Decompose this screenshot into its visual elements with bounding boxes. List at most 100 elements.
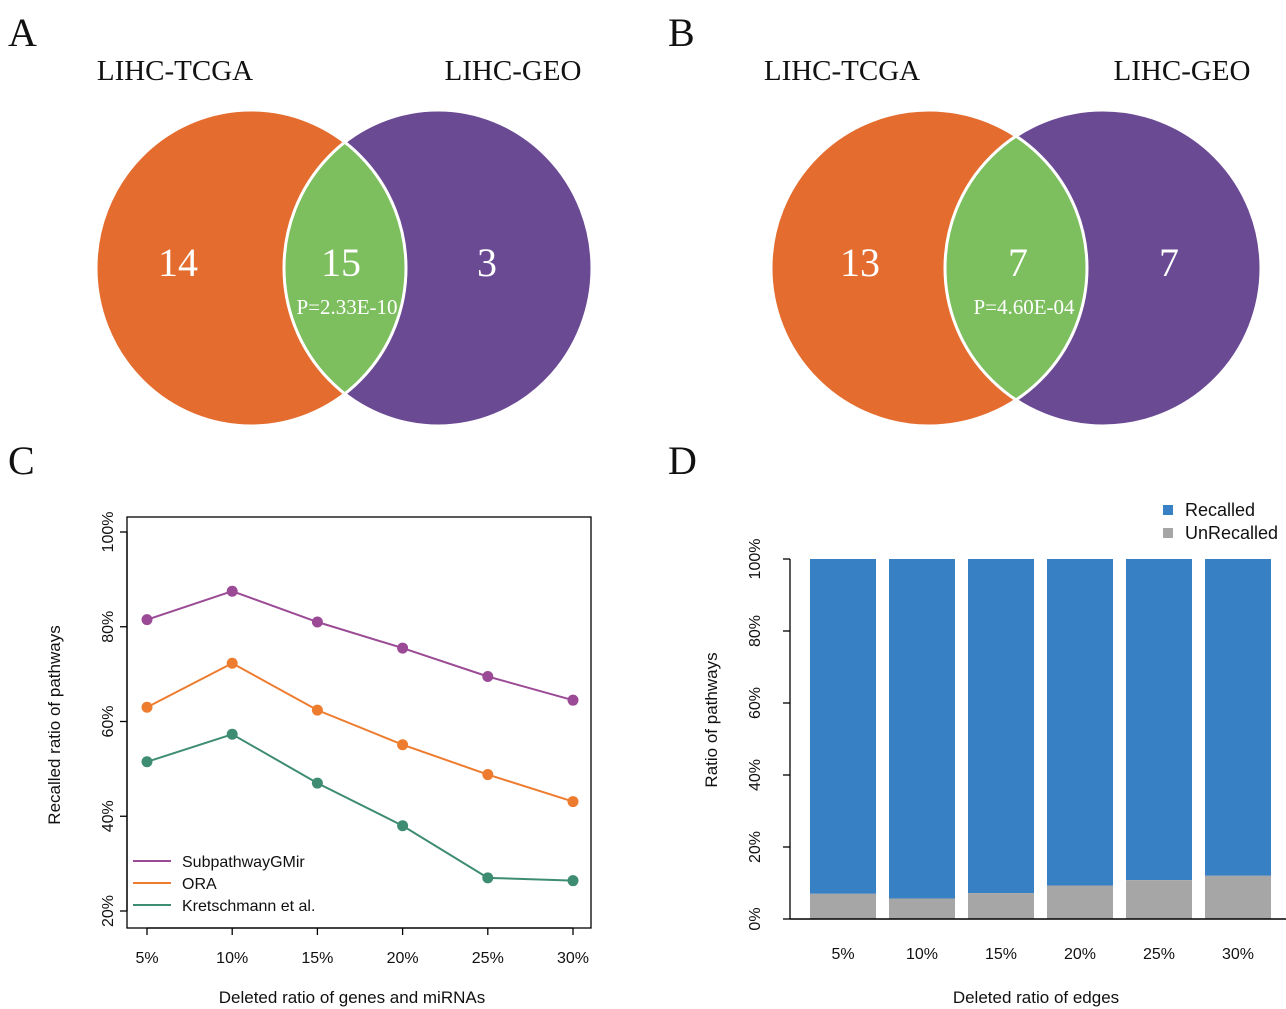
line-chart-x-tick-label: 15% [301,950,333,967]
bar-recalled [1047,559,1113,886]
line-chart-y-tick-label: 40% [100,800,117,832]
venn-b-overlap [945,110,1087,426]
bar-recalled [889,559,955,899]
bar-chart-bars [790,559,1286,920]
legend-label: Recalled [1185,500,1255,520]
venn-b-p-value: P=4.60E-04 [973,295,1075,319]
data-point [567,796,579,808]
bar-chart-x-tick-label: 20% [1064,946,1096,963]
venn-b-overlap-count: 7 [1008,240,1028,285]
data-point [567,694,579,706]
bar-chart-x-tick-label: 25% [1143,946,1175,963]
line-chart-x-axis-title: Deleted ratio of genes and miRNAs [219,988,485,1007]
venn-b-right-label: LIHC-GEO [1114,55,1251,87]
venn-b-left-label: LIHC-TCGA [764,55,920,87]
data-point [141,701,153,713]
legend-label: ORA [182,876,217,893]
legend-swatch [1163,528,1173,538]
bar-chart-legend: Recalled UnRecalled [1163,500,1278,543]
bar-chart-y-axis: 0% 20% 40% 60% 80% 100% [747,539,791,931]
data-point [482,769,494,781]
panel-label-c: C [8,438,35,483]
line-chart-legend: SubpathwayGMir ORA Kretschmann et al. [133,854,315,915]
bar-chart-y-tick-label: 60% [747,687,764,719]
venn-b-left-count: 13 [840,240,880,285]
line-chart-y-tick-label: 60% [100,705,117,737]
panel-a: A LIHC-TCGA LIHC-GEO 14 15 3 P=2.33E-10 [8,10,594,428]
data-point [226,728,238,740]
venn-b-right-count: 7 [1159,240,1179,285]
bar-unrecalled [889,898,955,919]
panel-c: C 20% 40% 60% 80% 100% 5% 10% 15% 20% 25% 30% Sub… [8,438,592,1007]
bar-chart-y-tick-label: 20% [747,831,764,863]
bar-chart-y-tick-label: 100% [747,539,764,580]
data-point [311,777,323,789]
bar-chart-y-tick-label: 40% [747,759,764,791]
line-chart-y-tick-label: 100% [100,512,117,553]
bar-chart-x-tick-label: 30% [1222,946,1254,963]
bar-chart-y-tick-label: 80% [747,615,764,647]
bar-chart-x-axis-title: Deleted ratio of edges [953,988,1119,1007]
bar-unrecalled [968,893,1034,919]
data-point [397,739,409,751]
data-point [141,614,153,626]
bar-unrecalled [1047,885,1113,919]
venn-a-overlap-count: 15 [321,240,361,285]
line-chart-x-tick-label: 25% [472,950,504,967]
line-chart-y-axis-title: Recalled ratio of pathways [45,625,64,824]
line-chart-x-tick-label: 30% [557,950,589,967]
bar-unrecalled [810,893,876,919]
venn-b-right-outline [943,108,1263,428]
bar-chart-y-tick-label: 0% [747,907,764,930]
bar-chart-x-tick-label: 5% [831,946,854,963]
line-chart-y-tick-label: 20% [100,895,117,927]
legend-label: Kretschmann et al. [182,898,315,915]
data-point [311,616,323,628]
bar-unrecalled [1126,880,1192,919]
series-line-kretschmann-et-al- [146,733,574,882]
venn-a-left-outline [94,108,408,428]
data-point [482,670,494,682]
data-point [311,704,323,716]
legend-label: SubpathwayGMir [182,854,305,871]
bar-chart-x-axis: 5% 10% 15% 20% 25% 30% [831,946,1254,963]
bar-chart-x-tick-label: 15% [985,946,1017,963]
line-chart-x-tick-label: 20% [387,950,419,967]
data-point [141,756,153,768]
bar-recalled [968,559,1034,894]
data-point [397,642,409,654]
venn-a-p-value: P=2.33E-10 [296,295,397,319]
panel-label-d: D [668,438,697,483]
bar-chart-x-tick-label: 10% [906,946,938,963]
panel-label-a: A [8,10,37,55]
data-point [567,875,579,887]
venn-a-right-label: LIHC-GEO [445,55,582,87]
line-chart-x-tick-label: 10% [216,950,248,967]
bar-recalled [1205,559,1271,876]
panel-label-b: B [668,10,695,55]
venn-a-right-count: 3 [477,240,497,285]
venn-b-left-outline [769,108,1089,428]
data-point [397,820,409,832]
data-point [226,585,238,597]
venn-a-left-label: LIHC-TCGA [97,55,253,87]
line-chart-y-tick-label: 80% [100,611,117,643]
line-chart-series [141,585,579,887]
line-chart-x-axis: 5% 10% 15% 20% 25% 30% [135,927,589,967]
series-line-subpathwaygmir [146,590,574,702]
data-point [226,657,238,669]
bar-recalled [1126,559,1192,881]
venn-a-right-outline [282,108,594,428]
legend-label: UnRecalled [1185,523,1278,543]
line-chart-y-axis: 20% 40% 60% 80% 100% [100,512,128,927]
line-chart-x-tick-label: 5% [135,950,158,967]
bar-unrecalled [1205,875,1271,919]
series-line-ora [146,662,574,803]
panel-b: B LIHC-TCGA LIHC-GEO 13 7 7 P=4.60E-04 [668,10,1263,428]
bar-chart-y-axis-title: Ratio of pathways [702,652,721,787]
bar-recalled [810,559,876,894]
panel-d: D 0% 20% 40% 60% 80% 100% 5% 10% 15% 20% 25% 30% R… [668,438,1286,1007]
venn-a-overlap [284,110,406,426]
